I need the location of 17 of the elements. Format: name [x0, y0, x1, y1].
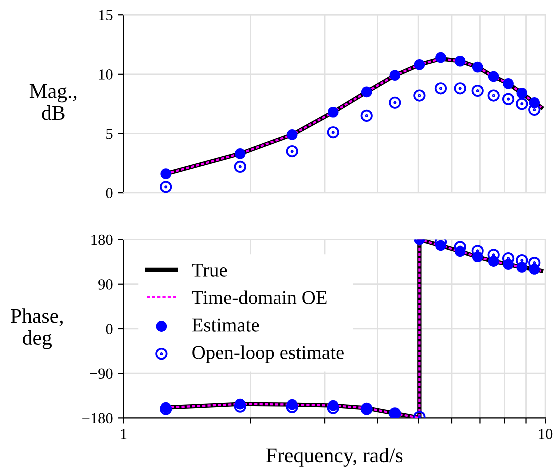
y-tick-label: 10 — [99, 70, 113, 80]
y-axis-title: Mag., dB — [30, 84, 77, 120]
y-axis-title: Phase, deg — [11, 308, 63, 350]
x-axis-title: Frequency, rad/s — [266, 448, 403, 467]
y-tick-label: 180 — [92, 234, 113, 246]
legend-label: Estimate — [192, 318, 260, 332]
y-tick-label: 90 — [98, 280, 113, 290]
legend-label: True — [192, 264, 228, 277]
y-tick-label: 0 — [106, 324, 113, 334]
y-tick-label: 0 — [106, 188, 113, 198]
y-tick-label: −90 — [90, 368, 113, 380]
legend-label: Open-loop estimate — [192, 346, 344, 364]
legend-label: Time-domain OE — [192, 290, 327, 304]
y-tick-label: 15 — [99, 10, 113, 21]
y-tick-label: 5 — [106, 129, 113, 140]
y-tick-label: −180 — [82, 413, 113, 424]
x-tick-label: 1 — [121, 429, 127, 440]
